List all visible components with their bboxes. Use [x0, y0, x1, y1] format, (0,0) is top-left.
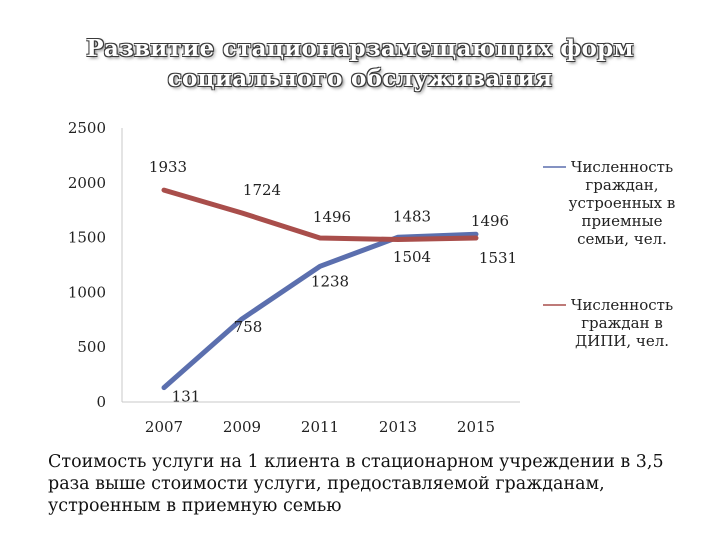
x-tick-label: 2009: [223, 418, 261, 436]
series-line-1: [161, 231, 479, 391]
data-label: 1483: [393, 207, 431, 225]
x-tick-label: 2011: [301, 418, 339, 436]
legend-label-2: граждан в: [581, 314, 663, 332]
data-label: 1238: [311, 272, 349, 290]
series-line-2: [161, 187, 479, 242]
y-tick-label: 1500: [68, 229, 106, 247]
y-tick-labels: 2500 2000 1500 1000 500 0: [68, 119, 106, 411]
data-label: 131: [172, 388, 201, 406]
footnote-text: Стоимость услуги на 1 клиента в стациона…: [48, 452, 664, 516]
legend-label-1: устроенных в: [569, 194, 676, 212]
legend-label-2: Численность: [571, 296, 673, 314]
data-label: 1496: [313, 208, 351, 226]
data-label: 1531: [479, 249, 517, 267]
legend-label-1: семьи, чел.: [577, 230, 667, 248]
chart-title: Развитие стационарзамещающих форм социал…: [60, 34, 660, 94]
data-label: 1933: [149, 158, 187, 176]
legend-label-1: Численность: [571, 158, 673, 176]
y-tick-label: 500: [77, 338, 106, 356]
x-tick-label: 2013: [379, 418, 417, 436]
legend-label-1: приемные: [582, 212, 663, 230]
data-label: 1724: [243, 181, 281, 199]
y-tick-label: 2000: [68, 174, 106, 192]
y-tick-label: 0: [96, 393, 106, 411]
series-lines: [161, 187, 479, 391]
data-label: 758: [234, 318, 263, 336]
data-label: 1504: [393, 248, 431, 266]
x-tick-label: 2015: [457, 418, 495, 436]
y-tick-label: 2500: [68, 119, 106, 137]
x-tick-labels: 2007 2009 2011 2013 2015: [145, 418, 495, 436]
x-tick-label: 2007: [145, 418, 183, 436]
chart-title-line-1: Развитие стационарзамещающих форм: [86, 35, 634, 62]
chart-title-line-2: социального обслуживания: [167, 65, 553, 92]
data-labels: 131 758 1238 1504 1531 1933 1724 1496 1483 1496: [149, 158, 517, 405]
legend-label-2: ДИПИ, чел.: [575, 332, 669, 350]
data-label: 1496: [471, 212, 509, 230]
legend-label-1: граждан,: [585, 176, 658, 194]
y-tick-label: 1000: [68, 283, 106, 301]
